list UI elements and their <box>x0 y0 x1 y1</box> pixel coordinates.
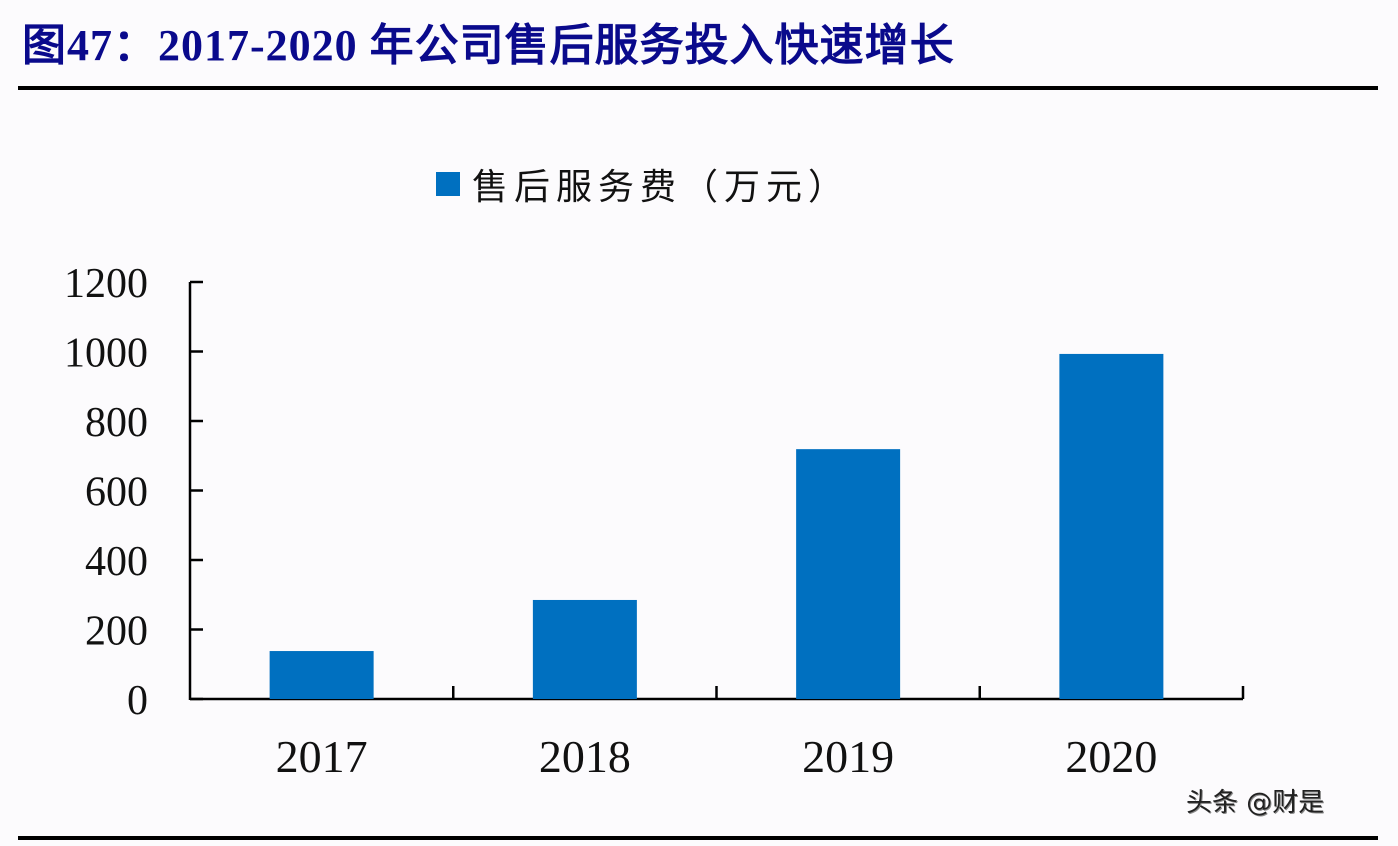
bars <box>269 353 1164 699</box>
legend: 售后服务费（万元） <box>436 158 850 210</box>
x-axis: 2017 2018 2019 2020 <box>190 686 1245 782</box>
bottom-divider <box>18 836 1378 840</box>
y-tick-label: 400 <box>85 539 148 585</box>
y-tick-label: 200 <box>85 609 148 655</box>
y-axis: 0 200 400 600 800 1000 1200 <box>64 261 203 724</box>
top-divider <box>18 86 1378 90</box>
bar-2019 <box>796 449 901 699</box>
x-tick-label: 2019 <box>802 731 894 782</box>
y-tick-label: 1000 <box>64 331 148 377</box>
y-tick-label: 0 <box>127 678 148 724</box>
legend-swatch <box>436 172 460 196</box>
y-tick-label: 1200 <box>64 261 148 307</box>
bar-2020 <box>1059 353 1164 699</box>
bar-2017 <box>269 651 374 699</box>
y-tick-label: 800 <box>85 400 148 446</box>
x-tick-label: 2020 <box>1065 731 1157 782</box>
bar-2018 <box>532 599 637 699</box>
x-tick-label: 2017 <box>276 731 368 782</box>
x-tick-label: 2018 <box>539 731 631 782</box>
legend-label: 售后服务费（万元） <box>472 167 851 208</box>
y-tick-label: 600 <box>85 470 148 516</box>
watermark: 头条 @财是 <box>1186 788 1325 818</box>
chart-title: 图47：2017-2020 年公司售后服务投入快速增长 <box>22 21 955 70</box>
